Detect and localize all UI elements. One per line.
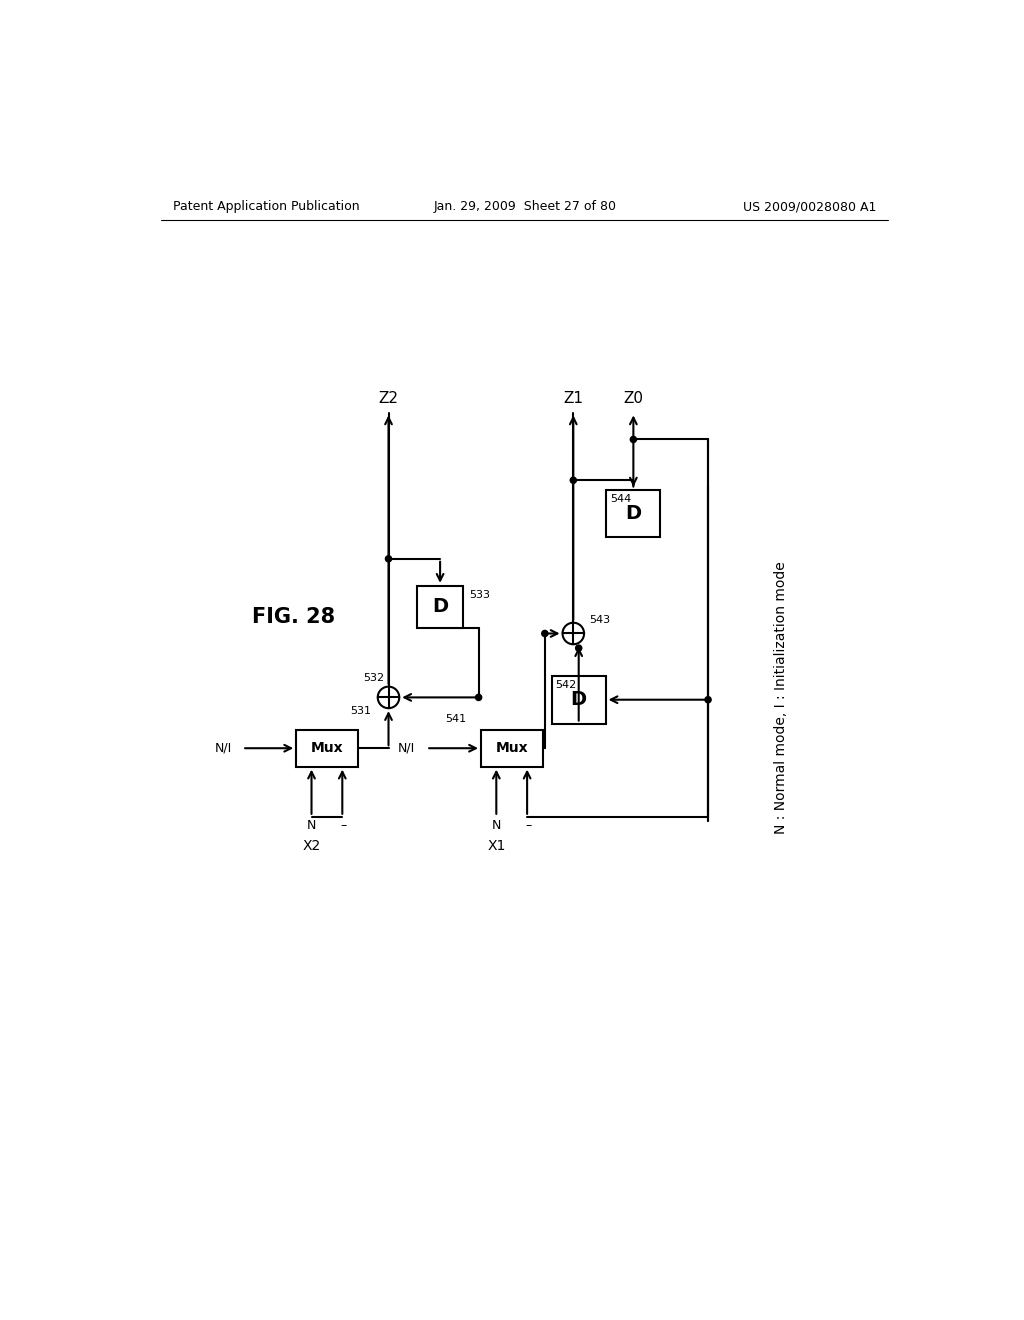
- Text: –: –: [341, 820, 347, 833]
- Circle shape: [385, 556, 391, 562]
- Text: N: N: [307, 820, 316, 833]
- Text: 541: 541: [444, 714, 466, 723]
- Bar: [296, 730, 357, 767]
- Text: FIG. 28: FIG. 28: [252, 607, 335, 627]
- Text: X2: X2: [302, 840, 321, 853]
- Text: N/I: N/I: [398, 742, 416, 755]
- Text: 533: 533: [469, 590, 490, 601]
- Bar: [606, 490, 660, 537]
- Text: D: D: [570, 690, 587, 709]
- Text: 531: 531: [350, 706, 371, 717]
- Text: 543: 543: [589, 615, 610, 624]
- Text: Z2: Z2: [379, 391, 398, 407]
- Text: 532: 532: [364, 673, 384, 684]
- Bar: [481, 730, 543, 767]
- Text: 542: 542: [556, 680, 577, 690]
- Circle shape: [575, 645, 582, 651]
- Circle shape: [705, 697, 711, 702]
- Text: D: D: [626, 504, 641, 523]
- Text: –: –: [525, 820, 531, 833]
- Circle shape: [631, 437, 637, 442]
- Text: Jan. 29, 2009  Sheet 27 of 80: Jan. 29, 2009 Sheet 27 of 80: [433, 201, 616, 214]
- Text: X1: X1: [487, 840, 506, 853]
- Circle shape: [378, 686, 399, 708]
- Circle shape: [475, 694, 481, 701]
- Text: Z1: Z1: [563, 391, 584, 407]
- Text: N : Normal mode, I : Initialization mode: N : Normal mode, I : Initialization mode: [774, 561, 788, 834]
- Text: Mux: Mux: [496, 742, 528, 755]
- Circle shape: [570, 477, 577, 483]
- Text: N/I: N/I: [215, 742, 232, 755]
- Text: 544: 544: [610, 494, 632, 504]
- Bar: [552, 676, 605, 723]
- Text: Mux: Mux: [310, 742, 343, 755]
- Circle shape: [562, 623, 584, 644]
- Text: Z0: Z0: [624, 391, 643, 407]
- Bar: [417, 586, 463, 628]
- Text: N: N: [492, 820, 501, 833]
- Text: Patent Application Publication: Patent Application Publication: [173, 201, 359, 214]
- Text: US 2009/0028080 A1: US 2009/0028080 A1: [742, 201, 876, 214]
- Circle shape: [542, 631, 548, 636]
- Text: D: D: [432, 598, 449, 616]
